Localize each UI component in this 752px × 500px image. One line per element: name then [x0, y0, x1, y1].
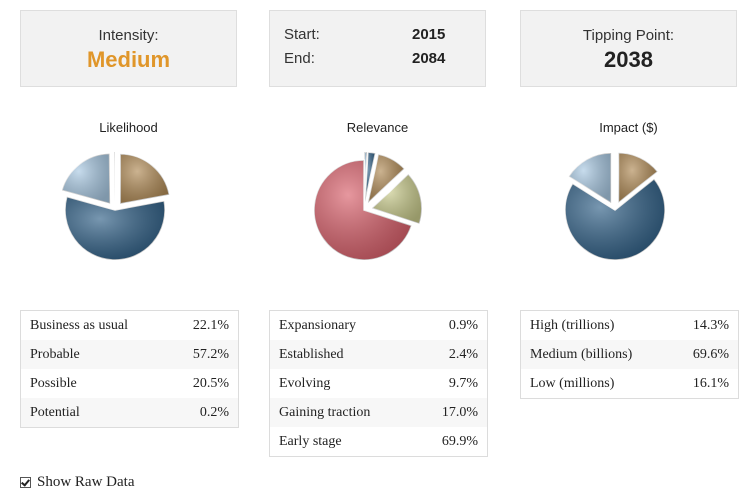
show-raw-data-checkbox[interactable]	[20, 477, 31, 488]
pie-slice-shading	[364, 152, 368, 203]
table-row: Early stage 69.9%	[279, 434, 478, 449]
table-row: Business as usual 22.1%	[30, 318, 229, 333]
table-row: Medium (billions) 69.6%	[521, 340, 738, 369]
likelihood-table: Business as usual 22.1% Probable 57.2% Pos…	[20, 310, 239, 428]
table-row: Evolving 9.7%	[279, 376, 478, 391]
tipping-point-value: 2038	[604, 47, 653, 72]
relevance-table: Expansionary 0.9% Established 2.4% Evolvin…	[269, 310, 488, 457]
tipping-point-card: Tipping Point: 2038	[520, 10, 737, 87]
intensity-label: Intensity:	[98, 27, 159, 44]
show-raw-data-toggle[interactable]: Show Raw Data	[20, 474, 135, 491]
table-row: Low (millions) 16.1%	[530, 376, 729, 391]
pie-slice-shading	[114, 152, 115, 203]
pie-slice-shading	[565, 178, 665, 260]
impact-table: High (trillions) 14.3% Medium (billions) 6…	[520, 310, 739, 399]
table-row: Expansionary 0.9%	[279, 318, 478, 333]
start-label: Start:	[284, 26, 320, 43]
pie-slice-shading	[120, 153, 170, 204]
pie-slice-shading	[365, 152, 376, 203]
impact-chart-title: Impact ($)	[599, 120, 658, 135]
table-row: Established 2.4%	[270, 340, 487, 369]
likelihood-chart-title: Likelihood	[99, 120, 158, 135]
end-label: End:	[284, 50, 315, 67]
intensity-card: Intensity: Medium	[20, 10, 237, 87]
pie-slice-shading	[371, 174, 422, 224]
table-row: High (trillions) 14.3%	[530, 318, 729, 333]
likelihood-pie-chart	[61, 151, 171, 261]
table-row: Gaining traction 17.0%	[270, 398, 487, 427]
timeframe-card: Start: 2015 End: 2084	[269, 10, 486, 87]
table-row: Possible 20.5%	[30, 376, 229, 391]
impact-pie-chart	[564, 152, 666, 261]
show-raw-data-label: Show Raw Data	[37, 474, 135, 490]
relevance-chart-title: Relevance	[346, 120, 409, 135]
pie-slice-shading	[618, 152, 658, 203]
table-row: Potential 0.2%	[21, 398, 238, 427]
table-row: Probable 57.2%	[21, 340, 238, 369]
start-value: 2015	[412, 26, 446, 43]
relevance-pie-chart	[313, 151, 423, 261]
pie-slice-shading	[367, 154, 405, 204]
pie-slice-shading	[65, 196, 165, 260]
pie-slice-shading	[568, 153, 612, 204]
tipping-point-label: Tipping Point:	[582, 27, 675, 44]
pie-slice-shading	[61, 153, 111, 204]
end-value: 2084	[412, 50, 446, 67]
pie-slice-shading	[314, 160, 412, 260]
intensity-value: Medium	[86, 47, 171, 72]
